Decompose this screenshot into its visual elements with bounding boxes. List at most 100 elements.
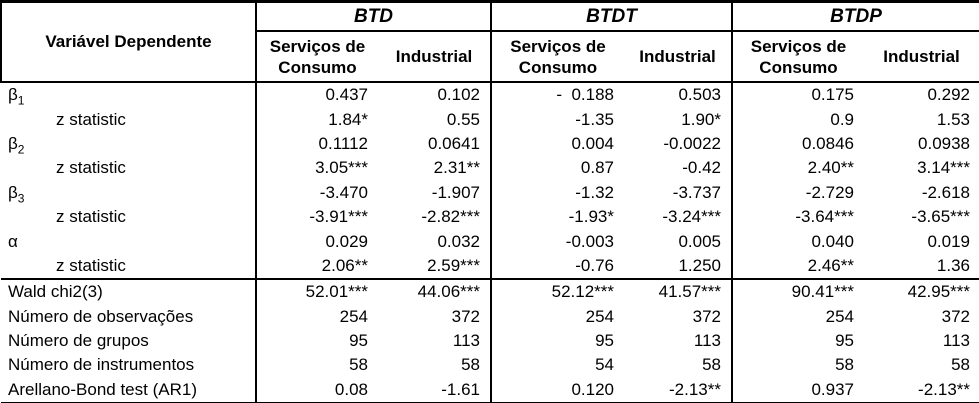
value-cell: 3.14*** — [917, 158, 971, 178]
value-cell: -0.76 — [490, 253, 624, 280]
table-row-arellano-bond: Arellano-Bond test (AR1) 0.08 -1.61 0.12… — [1, 377, 979, 403]
value-cell: 0.437 — [255, 82, 378, 108]
value-cell: 1.36 — [936, 255, 971, 275]
row-label: Número de instrumentos — [1, 353, 256, 377]
row-label-text: z statistic — [56, 109, 126, 129]
row-label-text: β — [8, 182, 18, 202]
value-cell: 95 — [490, 328, 624, 354]
row-label: β1 — [1, 82, 256, 107]
value-cell: 372 — [451, 306, 480, 326]
value-cell: 42.95*** — [864, 278, 979, 305]
header-btd-servicos: Serviços de Consumo — [255, 31, 378, 83]
value-cell: 0.175 — [731, 82, 864, 108]
row-label-subscript: 3 — [17, 191, 25, 205]
value-cell: 58 — [702, 355, 721, 375]
value-cell: 0.120 — [490, 377, 624, 403]
row-label: Wald chi2(3) — [1, 278, 256, 305]
value-cell: 1.53 — [936, 109, 971, 129]
value-cell: -3.737 — [672, 182, 721, 202]
value-cell: 372 — [692, 306, 721, 326]
header-btdp-servicos: Serviços de Consumo — [731, 31, 864, 83]
row-label-subscript: 1 — [17, 93, 25, 108]
row-label-text: α — [8, 231, 18, 251]
header-group-btdp: BTDP — [730, 1, 979, 32]
value-cell: -0.42 — [682, 158, 721, 178]
value-cell: 0.102 — [437, 85, 480, 105]
value-cell: 372 — [941, 306, 971, 326]
value-cell: 0.019 — [927, 231, 971, 251]
value-cell: 254 — [255, 304, 378, 329]
row-label-text: Número de grupos — [8, 331, 149, 351]
value-cell: -1.35 — [490, 107, 624, 132]
table-row-beta2: β2 0.1112 0.0641 0.004 -0.0022 0.0846 0.… — [1, 131, 979, 157]
value-cell: -2.13** — [669, 379, 721, 399]
row-label: Número de observações — [1, 305, 256, 329]
value-cell: -2.729 — [731, 180, 864, 205]
value-cell: 1.90* — [681, 109, 721, 129]
table-row-observacoes: Número de observações 254 372 254 372 25… — [1, 304, 979, 329]
value-cell: 95 — [731, 328, 864, 354]
value-cell: 0.937 — [731, 377, 864, 403]
header-btd-industrial: Industrial — [378, 31, 491, 83]
table-row-zstat: z statistic -3.91*** -2.82*** -1.93* -3.… — [1, 204, 979, 230]
table-row-zstat: z statistic 2.06** 2.59*** -0.76 1.250 2… — [1, 253, 979, 280]
value-cell: 0.0938 — [918, 133, 971, 153]
value-cell: 113 — [942, 331, 971, 351]
value-cell: -2.82*** — [421, 207, 480, 227]
value-cell: 0.292 — [927, 85, 971, 105]
row-label: z statistic — [1, 205, 256, 229]
row-label-text: Wald chi2(3) — [8, 282, 103, 302]
value-cell: -1.907 — [431, 182, 480, 202]
value-cell: 58 — [255, 353, 378, 378]
value-cell: 2.40** — [731, 156, 864, 181]
row-label: α — [1, 229, 256, 253]
value-cell: 0.08 — [255, 377, 378, 403]
value-cell: 3.05*** — [255, 156, 378, 181]
value-cell: -2.618 — [921, 182, 971, 202]
value-cell: 41.57*** — [624, 278, 732, 305]
value-cell: 2.31** — [433, 158, 480, 178]
value-cell: -1.93* — [490, 204, 624, 230]
header-row-subcolumns: Serviços de Consumo Industrial Serviços … — [1, 31, 979, 83]
row-label-text: z statistic — [56, 207, 126, 227]
value-cell: 2.06** — [255, 253, 378, 280]
value-cell: 54 — [490, 353, 624, 378]
row-label-text: z statistic — [56, 255, 126, 275]
header-btdp-industrial: Industrial — [864, 31, 979, 83]
header-btdt-industrial: Industrial — [624, 31, 732, 83]
value-cell: 0.87 — [490, 156, 624, 181]
row-label: Número de grupos — [1, 329, 256, 353]
row-label-text: Arellano-Bond test (AR1) — [8, 379, 197, 399]
value-cell: 52.12*** — [490, 278, 624, 305]
row-label: β3 — [1, 181, 256, 205]
row-label-text: β — [8, 85, 18, 105]
table-row-wald: Wald chi2(3) 52.01*** 44.06*** 52.12*** … — [1, 278, 979, 305]
value-cell: 52.01*** — [255, 278, 378, 305]
value-cell: 58 — [731, 353, 864, 378]
value-cell: 2.46** — [731, 253, 864, 280]
table-row-beta3: β3 -3.470 -1.907 -1.32 -3.737 -2.729 -2.… — [1, 180, 979, 205]
row-label: Arellano-Bond test (AR1) — [1, 378, 256, 403]
value-cell: 113 — [693, 331, 721, 351]
value-cell: 0.0846 — [731, 131, 864, 157]
table-row-alpha: α 0.029 0.032 -0.003 0.005 0.040 0.019 — [1, 229, 979, 254]
value-cell: -3.470 — [255, 180, 378, 205]
value-cell: 1.84* — [255, 107, 378, 132]
value-cell: -2.13** — [918, 379, 971, 399]
value-cell: -1.32 — [490, 180, 624, 205]
value-cell: 95 — [255, 328, 378, 354]
header-row-groups: Variável Dependente BTD BTDT BTDP — [0, 1, 979, 83]
row-label: β2 — [1, 132, 256, 156]
value-cell: -3.65*** — [911, 207, 971, 227]
header-group-btd: BTD — [255, 1, 491, 32]
value-cell: -0.0022 — [663, 133, 721, 153]
header-group-btdt: BTDT — [490, 1, 732, 32]
value-cell: 0.55 — [446, 109, 480, 129]
value-cell: 90.41*** — [731, 278, 864, 305]
value-cell: 113 — [452, 331, 480, 351]
value-cell: 58 — [461, 355, 480, 375]
value-cell: 0.005 — [678, 231, 721, 251]
table-row-instrumentos: Número de instrumentos 58 58 54 58 58 58 — [1, 353, 979, 378]
